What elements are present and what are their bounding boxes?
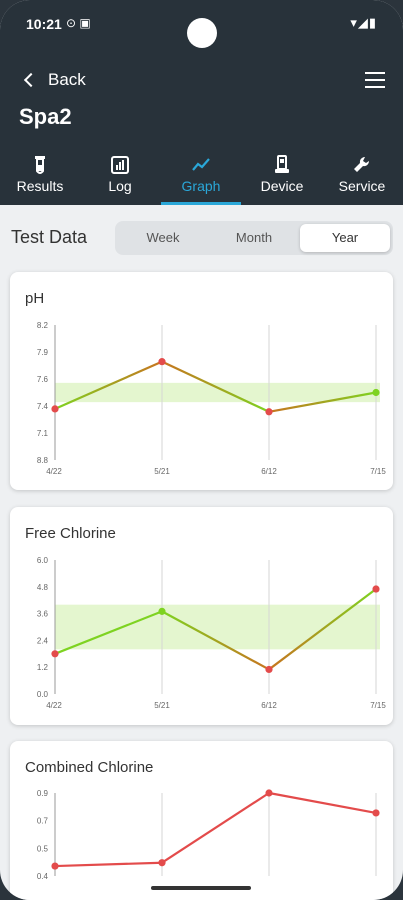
y-tick-label: 3.6 (37, 610, 49, 619)
x-tick-label: 6/12 (261, 467, 277, 476)
y-tick-label: 0.5 (37, 844, 49, 853)
range-option-month[interactable]: Month (235, 230, 273, 245)
wrench-icon (354, 156, 370, 172)
back-label: Back (48, 70, 86, 89)
series-segment (268, 391, 377, 413)
x-tick-label: 5/21 (154, 701, 170, 710)
data-point[interactable] (265, 789, 273, 797)
device-icon (275, 155, 289, 173)
series-segment (54, 610, 163, 655)
x-tick-label: 6/12 (261, 701, 277, 710)
data-point[interactable] (158, 358, 166, 366)
ph-chart: 8.8 7.1 7.4 7.6 7.9 8.2 4/22 5/21 6/12 7/15 (37, 321, 386, 476)
target-range-band (55, 382, 380, 403)
chart-title: Free Chlorine (25, 525, 116, 542)
tab-bar: Results Log Graph (0, 148, 403, 205)
line-graph-icon (192, 158, 210, 171)
series-segment (54, 861, 163, 868)
x-tick-label: 4/22 (46, 701, 62, 710)
series-segment (161, 792, 270, 864)
tab-service-label: Service (338, 178, 386, 194)
series-segment (161, 610, 270, 671)
tab-results-label: Results (16, 178, 64, 194)
tab-results[interactable]: Results (0, 148, 80, 205)
y-tick-label: 8.2 (37, 321, 49, 330)
x-tick-label: 5/21 (154, 467, 170, 476)
test-data-label: Test Data (11, 227, 88, 247)
y-tick-label: 0.0 (37, 690, 49, 699)
tab-graph[interactable]: Graph (161, 148, 241, 205)
hamburger-menu-icon[interactable] (365, 72, 385, 90)
series-segment (268, 588, 377, 671)
y-tick-label: 6.0 (37, 556, 49, 565)
data-point[interactable] (372, 809, 380, 817)
chart-card-free-chlorine: Free Chlorine 0.0 1.2 2.4 3.6 4.8 6.0 4/22 5/21… (10, 507, 393, 725)
camera-cutout (187, 18, 217, 48)
series-segment (268, 791, 377, 815)
y-tick-label: 7.9 (37, 348, 49, 357)
y-tick-label: 7.1 (37, 429, 49, 438)
data-point[interactable] (265, 408, 273, 416)
signal-battery-icons: ▾◢▮ (350, 15, 377, 30)
range-option-year[interactable]: Year (300, 224, 390, 252)
back-button[interactable]: Back (22, 70, 86, 90)
series-segment (54, 360, 163, 410)
data-point[interactable] (372, 388, 380, 397)
y-tick-label: 1.2 (37, 663, 49, 672)
chart-title: Combined Chlorine (25, 759, 154, 776)
tab-device[interactable]: Device (242, 148, 322, 205)
log-chart-icon (111, 156, 129, 174)
notification-icons: ⊙ ▣ (66, 16, 91, 30)
page-title: Spa2 (19, 104, 72, 129)
y-tick-label: 0.7 (37, 817, 49, 826)
series-segment (161, 360, 270, 413)
free-chlorine-chart: 0.0 1.2 2.4 3.6 4.8 6.0 4/22 5/21 6/12 7/15 (37, 556, 386, 710)
data-point[interactable] (158, 859, 166, 867)
tab-service[interactable]: Service (322, 148, 402, 205)
status-time: 10:21 (26, 16, 62, 32)
x-tick-label: 7/15 (370, 467, 386, 476)
data-point[interactable] (51, 405, 59, 413)
status-bar: 10:21 ⊙ ▣ ▾◢▮ (0, 0, 403, 50)
y-tick-label: 7.4 (37, 402, 49, 411)
data-point[interactable] (372, 585, 380, 593)
y-tick-label: 0.9 (37, 789, 49, 798)
data-point[interactable] (265, 665, 273, 674)
app-header: 10:21 ⊙ ▣ ▾◢▮ Back Spa2 Results (0, 0, 403, 205)
combined-chlorine-chart: 0.4 0.5 0.7 0.9 (37, 789, 380, 881)
y-tick-label: 2.4 (37, 636, 49, 645)
tab-log[interactable]: Log (80, 148, 160, 205)
data-point[interactable] (51, 650, 59, 658)
y-tick-label: 8.8 (37, 456, 49, 465)
tab-log-label: Log (108, 178, 132, 194)
range-segmented-control: Week Month Year (115, 221, 393, 255)
test-tube-icon (35, 156, 45, 174)
chart-title: pH (25, 290, 45, 307)
y-tick-label: 7.6 (37, 375, 49, 384)
x-tick-label: 4/22 (46, 467, 62, 476)
x-tick-label: 7/15 (370, 701, 386, 710)
data-point[interactable] (51, 862, 59, 870)
tab-graph-label: Graph (181, 178, 221, 194)
data-point[interactable] (158, 607, 166, 615)
y-tick-label: 0.4 (37, 872, 49, 881)
home-indicator[interactable] (151, 886, 251, 890)
chevron-left-icon (23, 72, 39, 88)
y-tick-label: 4.8 (37, 583, 49, 592)
chart-card-ph: pH 8.8 7.1 7.4 7.6 7.9 8.2 4/22 5/21 6/12 7/15 (10, 272, 393, 490)
range-option-week[interactable]: Week (146, 230, 180, 245)
tab-device-label: Device (260, 178, 304, 194)
chart-card-combined-chlorine: Combined Chlorine 0.4 0.5 0.7 0.9 (10, 741, 393, 900)
